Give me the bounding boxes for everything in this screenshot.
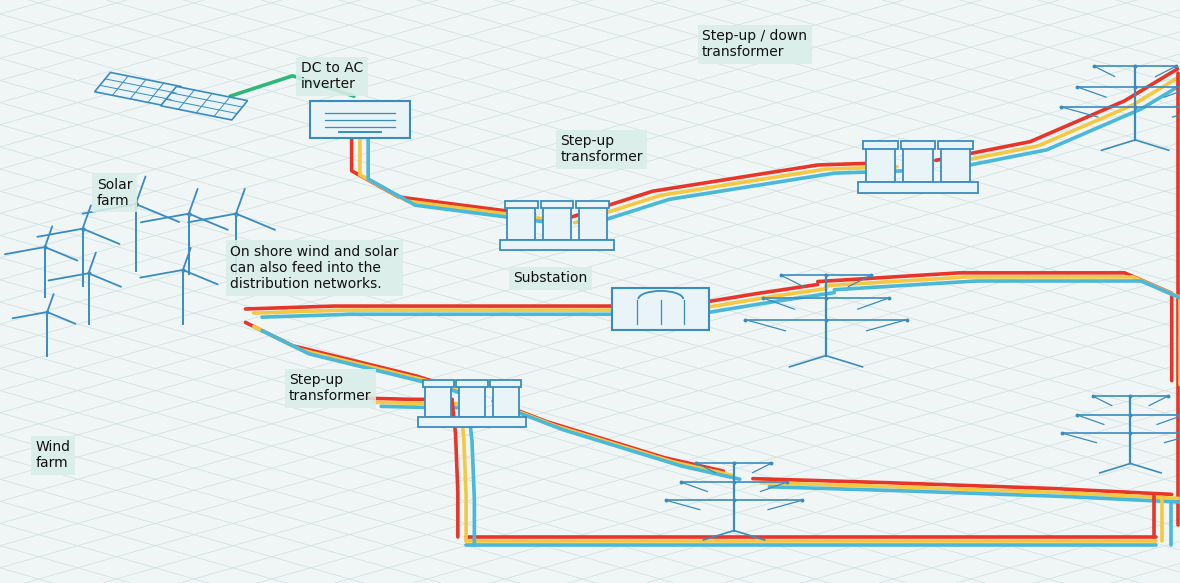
FancyBboxPatch shape [491, 380, 522, 387]
FancyBboxPatch shape [425, 385, 451, 417]
FancyBboxPatch shape [576, 201, 609, 208]
Text: DC to AC
inverter: DC to AC inverter [301, 61, 363, 92]
FancyBboxPatch shape [459, 385, 485, 417]
Text: Solar
farm: Solar farm [97, 178, 132, 208]
Polygon shape [94, 72, 182, 106]
Text: Step-up / down
transformer: Step-up / down transformer [702, 29, 807, 59]
FancyBboxPatch shape [540, 201, 573, 208]
FancyBboxPatch shape [418, 417, 526, 427]
Text: Step-up
transformer: Step-up transformer [289, 373, 372, 403]
FancyBboxPatch shape [422, 380, 453, 387]
FancyBboxPatch shape [858, 182, 978, 193]
FancyBboxPatch shape [904, 147, 932, 182]
FancyBboxPatch shape [612, 288, 709, 330]
FancyBboxPatch shape [500, 240, 614, 250]
Text: On shore wind and solar
can also feed into the
distribution networks.: On shore wind and solar can also feed in… [230, 245, 399, 292]
FancyBboxPatch shape [866, 147, 896, 182]
FancyBboxPatch shape [309, 100, 411, 138]
FancyBboxPatch shape [900, 141, 936, 149]
FancyBboxPatch shape [940, 147, 970, 182]
FancyBboxPatch shape [864, 141, 898, 149]
FancyBboxPatch shape [493, 385, 519, 417]
FancyBboxPatch shape [938, 141, 972, 149]
FancyBboxPatch shape [505, 201, 538, 208]
Text: Substation: Substation [513, 271, 588, 285]
FancyBboxPatch shape [507, 206, 536, 240]
Text: Wind
farm: Wind farm [35, 440, 71, 470]
Text: Step-up
transformer: Step-up transformer [560, 134, 643, 164]
FancyBboxPatch shape [543, 206, 571, 240]
FancyBboxPatch shape [457, 380, 487, 387]
FancyBboxPatch shape [578, 206, 607, 240]
Polygon shape [160, 86, 248, 120]
